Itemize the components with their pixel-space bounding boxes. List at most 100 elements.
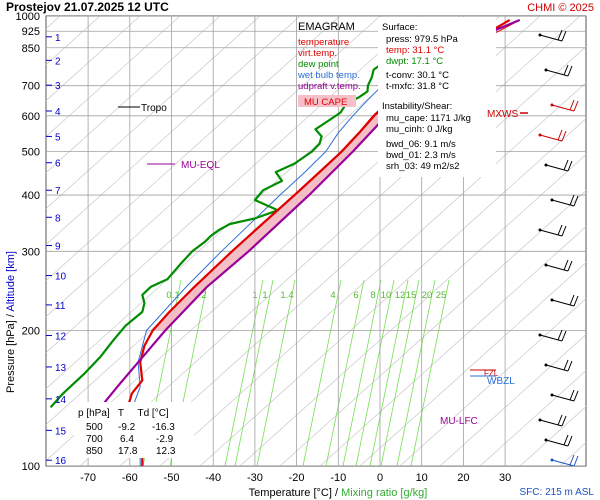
y-axis-label: Pressure [hPa] / Altitude [km] [5, 251, 17, 393]
x-tick-label: -70 [80, 472, 96, 484]
wind-barbs [538, 29, 579, 467]
barb-flag [557, 414, 563, 426]
mixing-ratio-line [380, 279, 420, 466]
mxws-label: MXWS [487, 109, 518, 120]
table-row-500: 500 -9.2 -16.3 [86, 422, 175, 433]
table-header: p [hPa] T Td [°C] [78, 408, 169, 419]
altitude-tick-label: 6 [55, 159, 61, 170]
x-tick-label: 10 [416, 472, 428, 484]
barb-flag [561, 225, 567, 237]
barb-point [544, 363, 548, 367]
barb-point [544, 163, 548, 167]
adiabat-line [46, 16, 221, 174]
wind-barb [538, 129, 567, 142]
mixing-ratio-label: 8 [370, 290, 375, 301]
barb-flag [567, 160, 573, 172]
barb-point [544, 438, 548, 442]
legend-temperature: temperature [298, 37, 349, 48]
mixing-ratio-label: 25 [436, 290, 447, 301]
adiabat-line [79, 16, 581, 466]
y-tick-label: 1000 [16, 11, 40, 23]
wind-barb [538, 329, 567, 342]
barb-flag [573, 390, 579, 402]
legend-updraft: udpraft v.temp. [298, 81, 361, 92]
altitude-tick-label: 14 [55, 395, 67, 406]
barb-flag [561, 30, 567, 42]
barb-point [550, 298, 554, 302]
barb-flag [567, 435, 573, 447]
barb-flag [569, 99, 575, 111]
adiabat-line [199, 118, 586, 466]
altitude-tick-label: 8 [55, 213, 61, 224]
adiabat-line [159, 82, 586, 466]
bwd06-value: bwd_06: 9.1 m/s [386, 139, 456, 150]
adiabat-line [46, 16, 421, 354]
mixing-ratio-label: 1.4 [280, 290, 293, 301]
altitude-tick-label: 15 [55, 426, 67, 437]
wind-barb [538, 224, 567, 237]
table-cell-t: 6.4 [120, 434, 134, 445]
surface-temp: temp: 31.1 °C [386, 45, 444, 56]
chart-title: Prostejov 21.07.2025 12 UTC [6, 0, 169, 14]
mixing-ratio-line [256, 279, 296, 466]
altitude-tick-label: 4 [55, 107, 61, 118]
x-tick-label: -50 [164, 472, 180, 484]
dry-adiabat-lines [46, 16, 586, 466]
wind-barb [544, 64, 573, 77]
sounding-table-bg [74, 402, 194, 458]
barb-flag [569, 294, 575, 306]
barb-flag [573, 100, 579, 112]
bwd01-value: bwd_01: 2.3 m/s [386, 150, 456, 161]
table-cell-td: -2.9 [156, 434, 174, 445]
mu-cape-area [153, 69, 437, 331]
x-tick-label: -30 [247, 472, 263, 484]
adiabat-line [119, 46, 586, 466]
table-cell-td: 12.3 [156, 446, 176, 457]
mixing-ratio-label: 6 [353, 290, 358, 301]
altitude-tick-label: 9 [55, 242, 61, 253]
table-row-850: 850 17.8 12.3 [86, 446, 176, 457]
table-cell-t: 17.8 [118, 446, 138, 457]
barb-flag [557, 329, 563, 341]
barb-flag [557, 224, 563, 236]
barb-point [550, 393, 554, 397]
adiabat-line [46, 16, 181, 138]
surface-dwpt: dwpt: 17.1 °C [386, 56, 443, 67]
mixing-ratio-label: 12 [395, 290, 406, 301]
mixing-ratio-line [224, 279, 264, 466]
mixing-ratio-line [369, 279, 409, 466]
mu-lfc-label: MU-LFC [440, 416, 478, 427]
barb-point [538, 418, 542, 422]
table-cell-p: 500 [86, 422, 103, 433]
barb-flag [567, 65, 573, 77]
barb-flag [573, 195, 579, 207]
adiabat-line [239, 154, 586, 466]
altitude-tick-label: 16 [55, 456, 67, 467]
barb-flag [573, 455, 579, 467]
y-tick-label: 100 [22, 461, 40, 473]
wind-barb [538, 29, 567, 42]
mu-cape-value: mu_cape: 1171 J/kg [386, 113, 471, 124]
wind-barb [544, 259, 573, 272]
fzl-label: FZL [484, 369, 499, 378]
barb-flag [563, 434, 569, 446]
wind-barb [544, 159, 573, 172]
mu-eql-label: MU-EQL [181, 160, 220, 171]
barb-point [538, 228, 542, 232]
x-tick-label: -20 [289, 472, 305, 484]
barb-point [544, 68, 548, 72]
adiabat-line [46, 16, 341, 282]
barb-point [538, 333, 542, 337]
y-tick-label: 300 [22, 246, 40, 258]
adiabat-line [319, 226, 586, 466]
wind-barb [544, 434, 573, 447]
x-tick-label: 0 [377, 472, 383, 484]
table-cell-t: -9.2 [118, 422, 136, 433]
adiabat-line [479, 370, 586, 466]
barb-point [550, 458, 554, 462]
altitude-tick-label: 7 [55, 186, 61, 197]
table-row-700: 700 6.4 -2.9 [86, 434, 174, 445]
adiabat-line [399, 298, 586, 466]
wind-barb [538, 414, 567, 427]
